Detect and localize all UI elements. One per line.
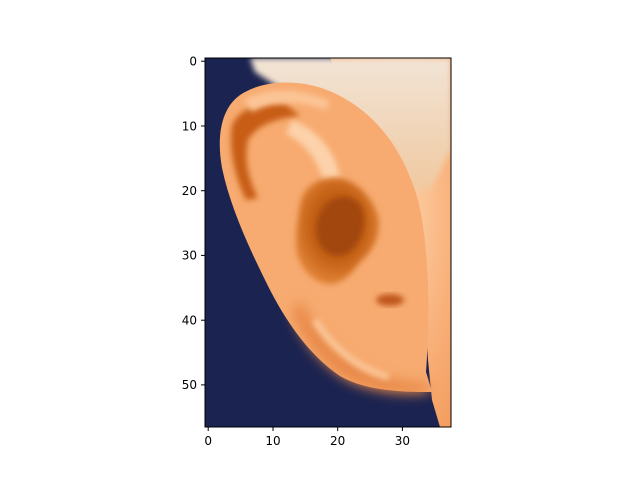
y-tick-label: 40: [182, 314, 197, 328]
x-axis: 0 10 20 30: [204, 427, 410, 448]
tragus-mark: [376, 294, 404, 306]
lobe-edge: [312, 318, 390, 380]
ear-image: [205, 58, 451, 427]
y-tick-label: 20: [182, 184, 197, 198]
earlobe: [292, 300, 430, 394]
antihelix: [286, 120, 340, 182]
y-tick-label: 50: [182, 378, 197, 392]
x-tick-label: 0: [204, 434, 212, 448]
concha-deep: [316, 196, 365, 256]
x-tick-label: 10: [265, 434, 280, 448]
y-axis: 0 10 20 30 40 50: [182, 55, 205, 392]
x-tick-label: 20: [330, 434, 345, 448]
axes-frame: [204, 57, 452, 428]
y-tick-label: 30: [182, 249, 197, 263]
y-tick-label: 10: [182, 119, 197, 133]
y-tick-label: 0: [189, 55, 197, 69]
helix-shadow: [230, 102, 300, 200]
x-tick-label: 30: [395, 434, 410, 448]
helix-highlight: [244, 90, 330, 112]
